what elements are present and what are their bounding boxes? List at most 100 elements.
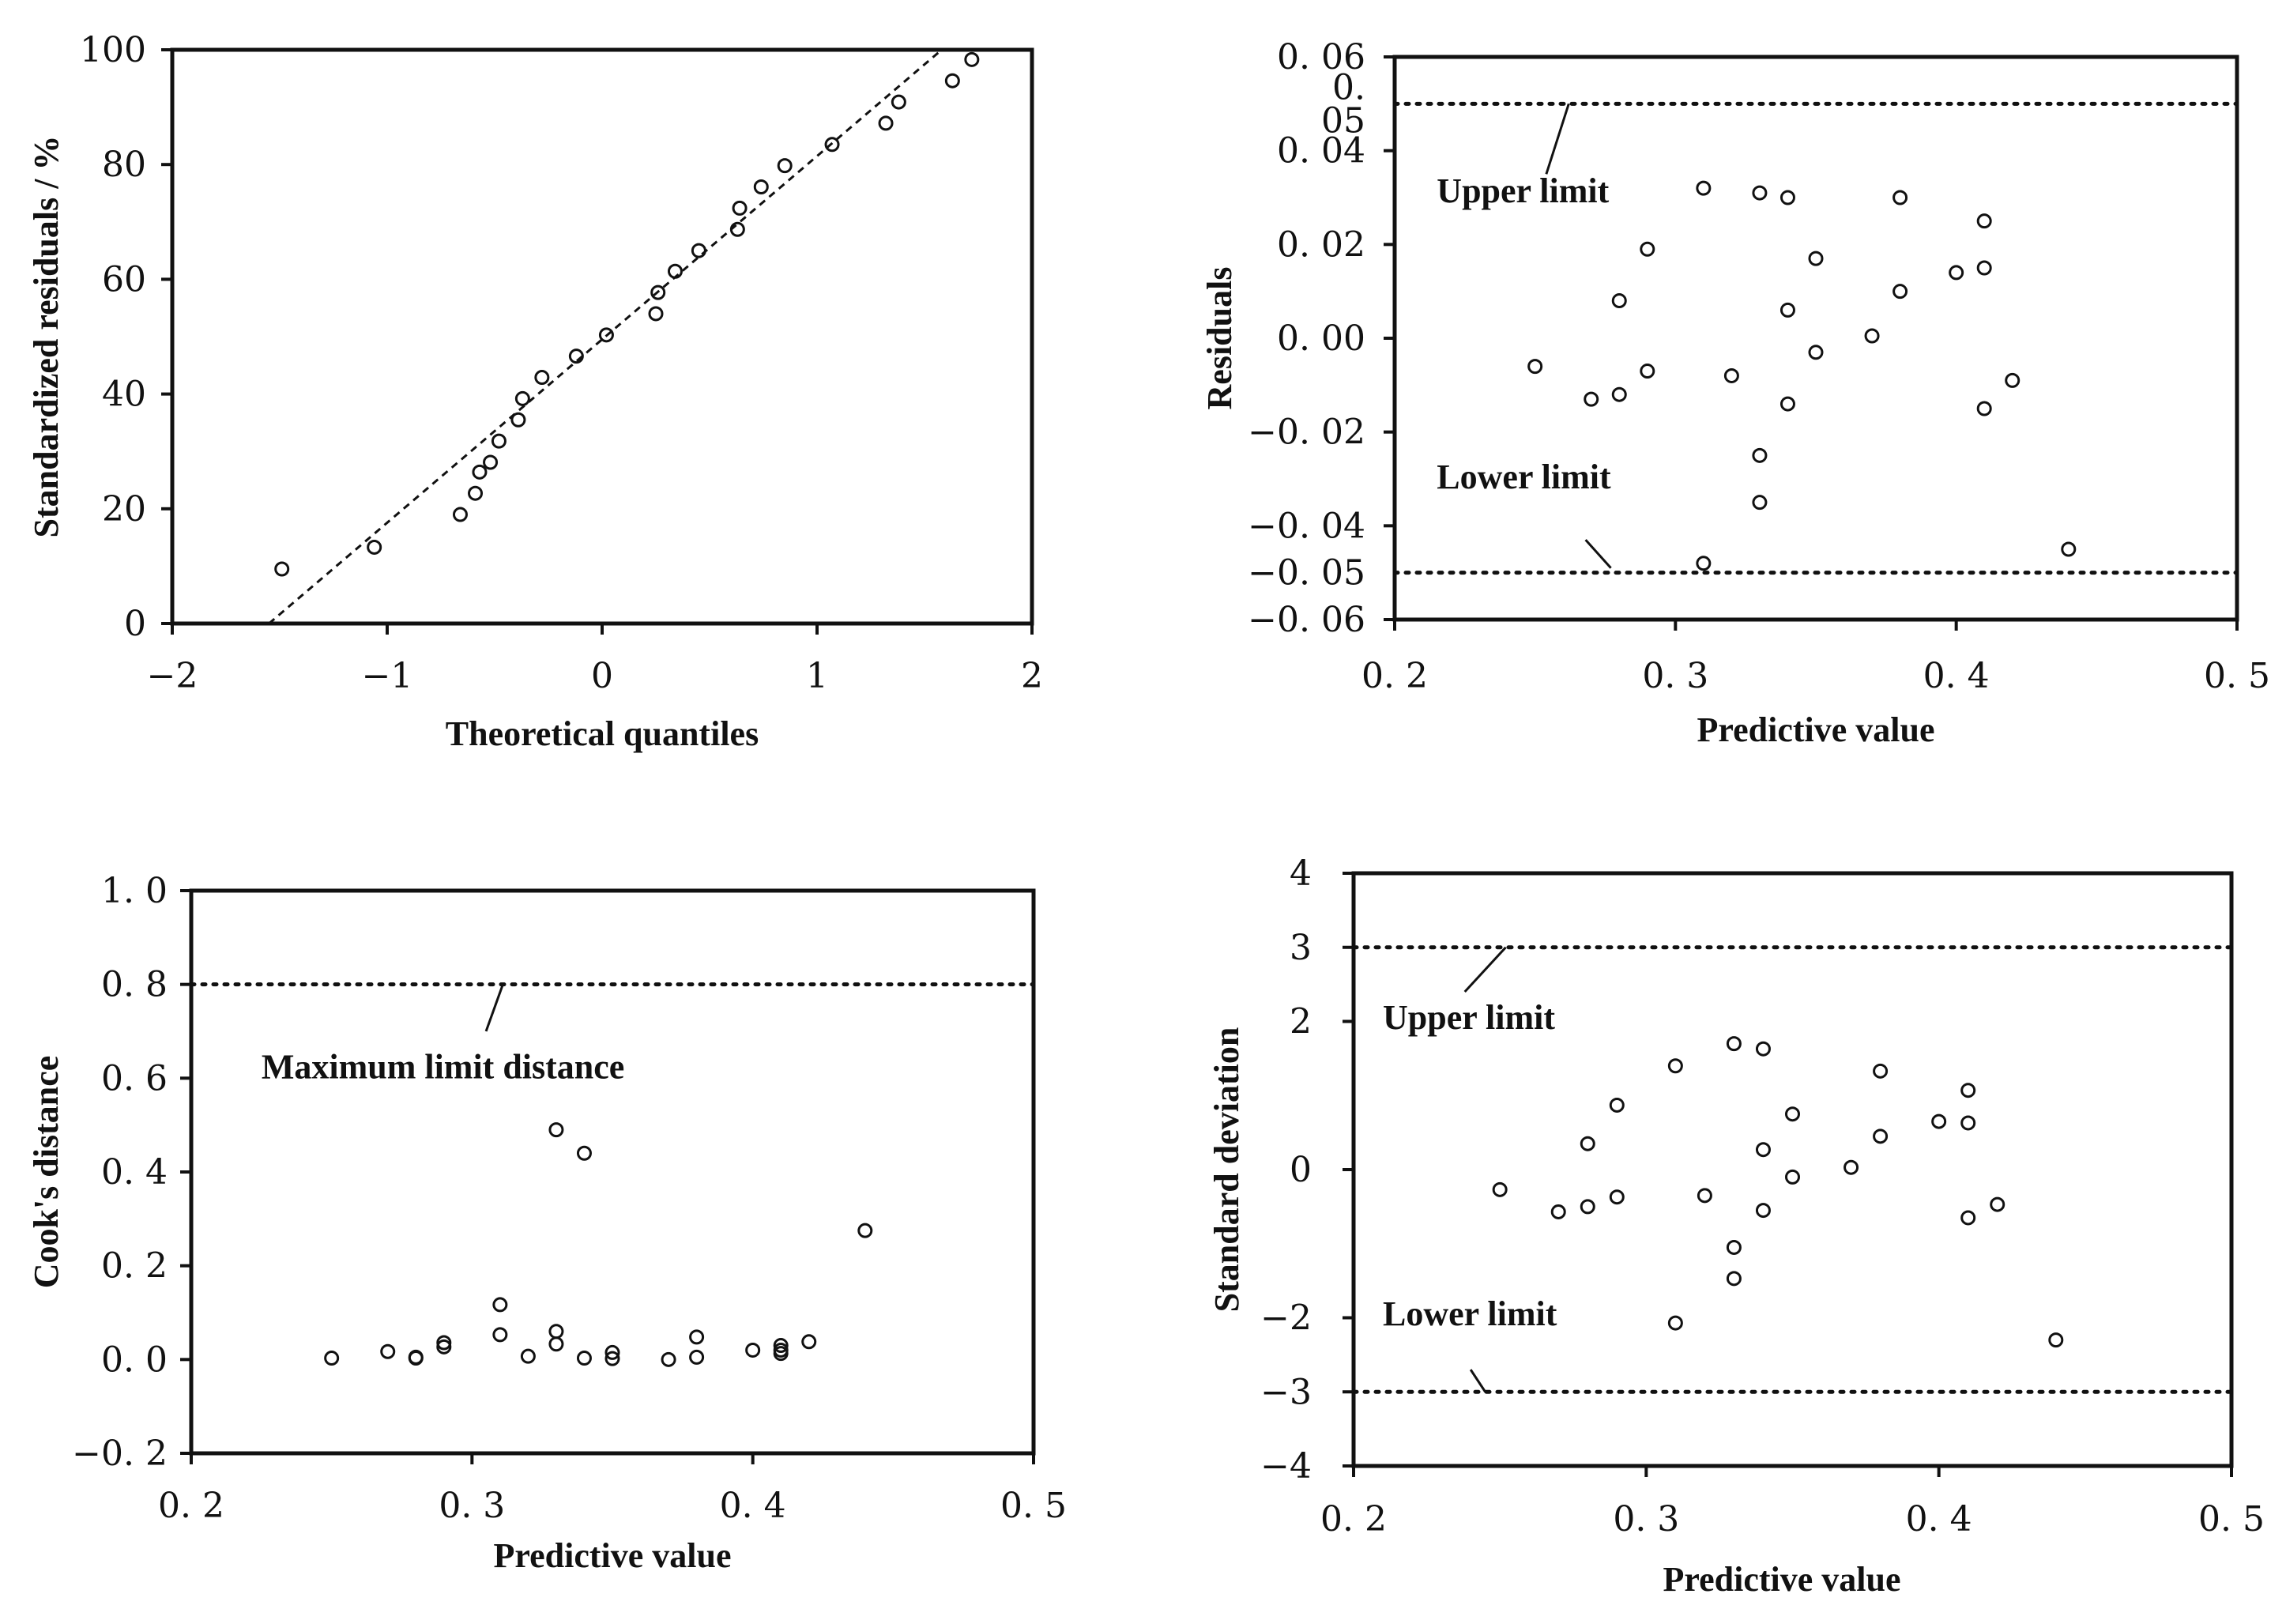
stddev-data-point [1580, 1199, 1595, 1215]
residuals-y-tick-label-0: 0. 00 [1277, 318, 1365, 359]
residuals-plot-frame [1392, 55, 2239, 622]
qq-data-point [944, 73, 960, 89]
stddev-data-point [1960, 1115, 1976, 1131]
stddev-data-point [1492, 1181, 1508, 1197]
residuals-x-tick-label-0-5: 0. 5 [2204, 656, 2270, 696]
cooks-y-tick-label-0: 0. 0 [101, 1340, 168, 1380]
residuals-data-point [1779, 302, 1795, 318]
residuals-y-tick-label-0-06: 0. 06 [1277, 37, 1365, 77]
residuals-extra-y-tick-label--0-05: −0. 05 [1248, 553, 1365, 593]
qq-data-point [510, 412, 526, 428]
stddev-data-point [1580, 1136, 1595, 1151]
stddev-data-point [1609, 1097, 1625, 1113]
qq-data-point [732, 200, 748, 216]
stddev-y-tick-label-3: 3 [1290, 928, 1312, 968]
stddev-y-tick-label--4: −4 [1260, 1446, 1312, 1486]
cooks-data-point [801, 1334, 817, 1350]
qq-y-tick-label-80: 80 [102, 145, 146, 185]
stddev-data-point [1550, 1204, 1566, 1219]
stddev-x-tick-label-0-2: 0. 2 [1320, 1499, 1387, 1539]
qq-data-point [824, 137, 840, 153]
residuals-annotation-label-1: Lower limit [1437, 458, 1611, 496]
cooks-x-tick-label-0-5: 0. 5 [1000, 1486, 1067, 1526]
residuals-data-point [1976, 401, 1992, 416]
residuals-extra-y-tick-label-0-05: 0. 05 [1321, 67, 1365, 141]
residuals-plot-panel: Predictive value Residuals 0. 2 0. 3 0. 4 0… [1200, 37, 2270, 749]
qq-data-point [491, 433, 507, 449]
residuals-x-tick-label-0-4: 0. 4 [1923, 656, 1990, 696]
stddev-x-tick-label-0-3: 0. 3 [1613, 1499, 1679, 1539]
residuals-y-tick-label-0-02: 0. 02 [1277, 224, 1365, 265]
cooks-data-point [324, 1351, 340, 1366]
residuals-data-point [1892, 284, 1908, 300]
qq-y-tick-label-0: 0 [124, 604, 146, 644]
qq-y-axis-title: Standardized residuals / % [27, 136, 66, 538]
stddev-annotation-leader-1 [1469, 1369, 1486, 1393]
residuals-data-point [1808, 251, 1824, 266]
stddev-data-point [1726, 1239, 1742, 1255]
cooks-y-tick-label-0-6: 0. 6 [101, 1058, 168, 1098]
cooks-data-point [773, 1338, 789, 1354]
cooks-data-point [689, 1329, 705, 1345]
stddev-x-tick-label-0-5: 0. 5 [2198, 1499, 2265, 1539]
cooks-data-point [548, 1336, 564, 1352]
residuals-data-point [1696, 556, 1712, 571]
stddev-data-point [1990, 1196, 2005, 1212]
residuals-y-tick-label--0-02: −0. 02 [1248, 413, 1365, 453]
residuals-y-tick-label--0-06: −0. 06 [1248, 600, 1365, 640]
cooks-annotation-label-0: Maximum limit distance [262, 1047, 625, 1086]
qq-y-tick-label-40: 40 [102, 375, 146, 415]
stddev-y-tick-label-4: 4 [1290, 853, 1312, 894]
stddev-annotation-label-1: Lower limit [1383, 1294, 1557, 1333]
stddev-annotation-leader-0 [1463, 946, 1507, 993]
cooks-data-point [773, 1346, 789, 1362]
qq-data-point [964, 51, 980, 67]
stddev-data-point [1873, 1129, 1889, 1144]
residuals-data-point [1752, 185, 1768, 201]
qq-plot-panel: Theoretical quantiles Standardized resid… [27, 30, 1043, 753]
residuals-annotation-leader-0 [1545, 103, 1570, 175]
cooks-data-point [548, 1122, 564, 1138]
stddev-y-axis-title: Standard deviation [1207, 1027, 1246, 1313]
cooks-data-point [492, 1327, 508, 1343]
qq-reference-line [268, 48, 943, 625]
residuals-x-tick-label-0-3: 0. 3 [1642, 656, 1708, 696]
qq-x-tick-label--2: −2 [147, 656, 198, 696]
qq-data-point [598, 327, 614, 343]
qq-x-axis-title: Theoretical quantiles [446, 714, 759, 753]
cooks-x-tick-label-0-2: 0. 2 [158, 1486, 224, 1526]
residuals-x-axis-title: Predictive value [1697, 710, 1935, 749]
stddev-data-point [1755, 1142, 1771, 1158]
cooks-y-tick-label-0-4: 0. 4 [101, 1152, 168, 1193]
qq-data-point [648, 306, 664, 322]
qq-data-point [667, 263, 683, 279]
cooks-x-axis-title: Predictive value [494, 1536, 732, 1575]
cooks-y-tick-label--0-2: −0. 2 [72, 1434, 168, 1474]
qq-data-point [650, 284, 666, 300]
stddev-data-point [1726, 1271, 1742, 1287]
stddev-data-point [1667, 1058, 1683, 1074]
residuals-data-point [1976, 260, 1992, 276]
cooks-data-point [408, 1351, 424, 1366]
residuals-data-point [1723, 367, 1739, 383]
cooks-plot-frame [189, 888, 1036, 1456]
residuals-x-tick-label-0-2: 0. 2 [1361, 656, 1428, 696]
stddev-data-point [1609, 1189, 1625, 1205]
residuals-data-point [1752, 495, 1768, 511]
stddev-data-point [1960, 1210, 1976, 1226]
residuals-data-point [1976, 213, 1992, 229]
cooks-x-tick-label-0-3: 0. 3 [439, 1486, 505, 1526]
stddev-data-point [2048, 1332, 2064, 1348]
cooks-data-point [857, 1223, 873, 1238]
qq-data-point [367, 539, 382, 555]
residuals-data-point [2061, 541, 2077, 557]
residuals-data-point [1640, 241, 1655, 257]
cooks-data-point [492, 1297, 508, 1313]
stddev-data-point [1873, 1063, 1889, 1079]
stddev-data-point [1755, 1203, 1771, 1219]
residuals-data-point [1584, 391, 1599, 407]
cooks-data-point [436, 1335, 452, 1351]
stddev-y-tick-label-2: 2 [1290, 1002, 1312, 1042]
qq-data-point [777, 158, 793, 174]
cooks-data-point [689, 1349, 705, 1365]
